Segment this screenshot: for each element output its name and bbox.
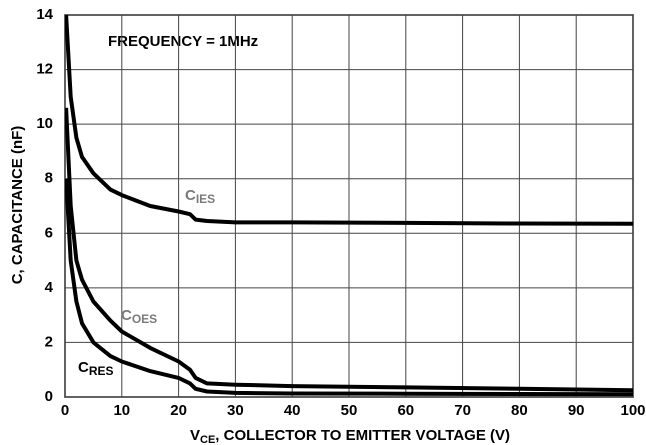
x-tick-label: 70	[454, 402, 471, 419]
series-label-sub: OES	[132, 312, 157, 326]
annotation: FREQUENCY = 1MHz	[108, 33, 258, 50]
series-line	[65, 107, 633, 393]
y-tick-label: 6	[45, 224, 53, 241]
x-tick-label: 60	[397, 402, 414, 419]
series-label-main: C	[78, 359, 89, 376]
y-tick-label: 8	[45, 170, 53, 187]
y-tick-label: 12	[36, 61, 53, 78]
y-axis-label: C, CAPACITANCE (nF)	[9, 126, 26, 285]
x-tick-label: 0	[61, 402, 69, 419]
x-axis-label-sub: CE	[200, 434, 215, 445]
series-label: COES	[121, 307, 157, 326]
series-line	[65, 178, 633, 397]
y-tick-label: 4	[45, 279, 54, 296]
x-tick-label: 50	[341, 402, 358, 419]
y-tick-label: 14	[36, 6, 53, 23]
x-axis-label: VCE, COLLECTOR TO EMITTER VOLTAGE (V)	[190, 427, 510, 445]
x-tick-label: 100	[620, 402, 645, 419]
x-axis-label-rest: , COLLECTOR TO EMITTER VOLTAGE (V)	[215, 427, 510, 444]
x-tick-label: 80	[511, 402, 528, 419]
y-tick-label: 10	[36, 115, 53, 132]
x-tick-label: 10	[113, 402, 130, 419]
x-tick-label: 30	[227, 402, 244, 419]
x-tick-label: 90	[568, 402, 585, 419]
x-tick-label: 40	[284, 402, 301, 419]
x-axis-label-main: V	[190, 427, 200, 444]
series-label-sub: IES	[196, 192, 215, 206]
series-label-main: C	[185, 187, 196, 204]
series-label: CIES	[185, 187, 215, 206]
series-label-main: C	[121, 307, 132, 324]
y-tick-label: 0	[45, 388, 53, 405]
series-label: CRES	[78, 359, 114, 378]
x-tick-label: 20	[170, 402, 187, 419]
series-line	[65, 14, 633, 226]
y-tick-label: 2	[45, 333, 53, 350]
series-label-sub: RES	[89, 364, 114, 378]
